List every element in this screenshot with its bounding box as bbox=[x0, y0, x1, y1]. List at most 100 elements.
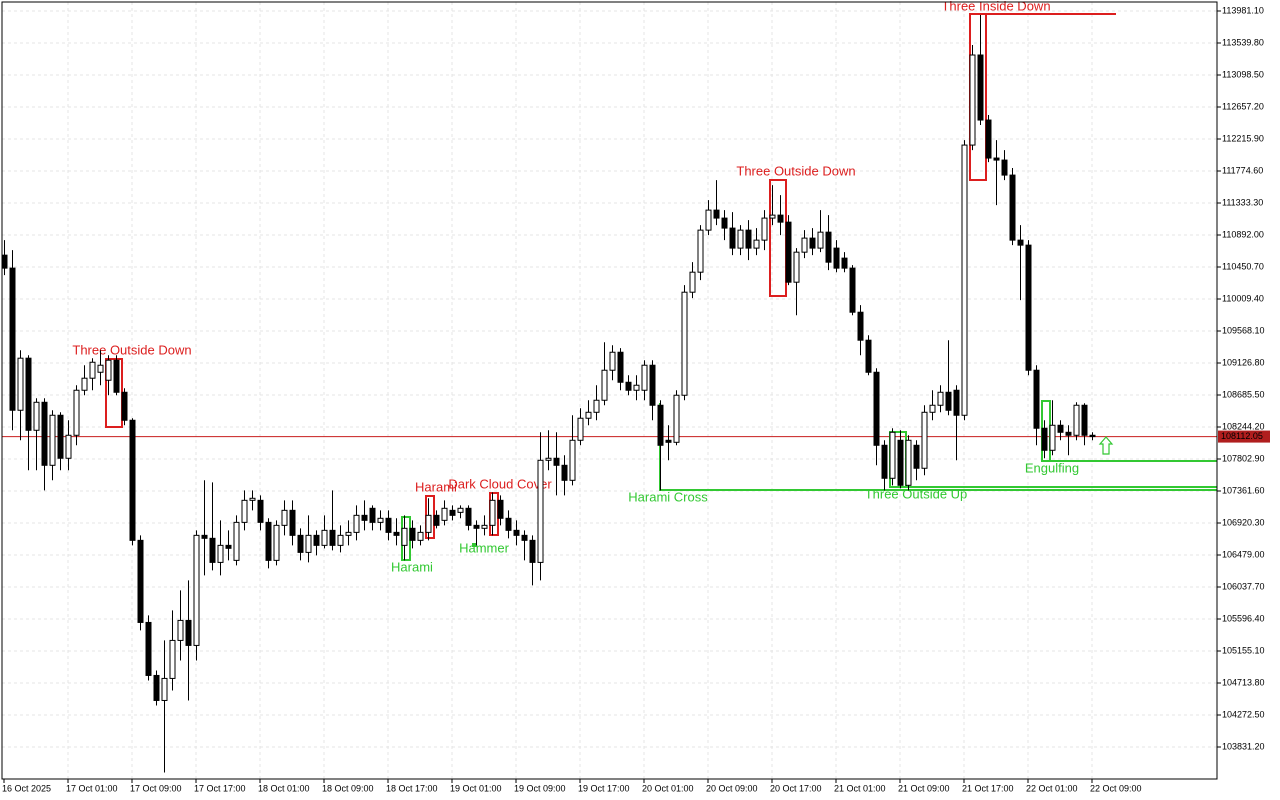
pattern-label: Engulfing bbox=[1025, 460, 1079, 475]
candle-body bbox=[1049, 424, 1056, 451]
candle-body bbox=[577, 417, 584, 441]
candle-body bbox=[913, 444, 920, 469]
candle-body bbox=[929, 404, 936, 413]
candle-body bbox=[265, 521, 272, 561]
y-tick-label: 110009.40 bbox=[1222, 293, 1264, 303]
y-tick-label: 108244.20 bbox=[1222, 421, 1265, 431]
candle-body bbox=[849, 267, 856, 313]
candle-body bbox=[1081, 404, 1088, 436]
candle-body bbox=[313, 534, 320, 546]
y-tick-label: 103831.20 bbox=[1222, 741, 1265, 751]
x-tick-label: 16 Oct 2025 bbox=[2, 783, 51, 793]
candle-body bbox=[177, 619, 184, 641]
candle-body bbox=[769, 214, 776, 219]
candle-body bbox=[1001, 159, 1008, 176]
candle-body bbox=[153, 674, 160, 701]
candle-body bbox=[593, 399, 600, 413]
candle-body bbox=[105, 359, 112, 381]
y-tick-label: 109126.80 bbox=[1222, 357, 1265, 367]
candle-body bbox=[977, 54, 984, 121]
current-price-tag bbox=[1218, 430, 1270, 443]
candle-body bbox=[1065, 431, 1072, 436]
candle-body bbox=[993, 157, 1000, 161]
candle-body bbox=[657, 404, 664, 446]
candle-body bbox=[353, 514, 360, 533]
candle-body bbox=[681, 291, 688, 396]
candle-body bbox=[945, 391, 952, 411]
candle-body bbox=[1073, 404, 1080, 436]
candle-body bbox=[65, 434, 72, 459]
candle-body bbox=[337, 534, 344, 546]
candle-body bbox=[609, 351, 616, 371]
candle-body bbox=[457, 507, 464, 513]
candle-body bbox=[897, 439, 904, 486]
candle-body bbox=[801, 237, 808, 253]
candle-body bbox=[201, 534, 208, 539]
candle-body bbox=[25, 357, 32, 431]
candle-body bbox=[321, 529, 328, 546]
candle-body bbox=[561, 464, 568, 481]
pattern-label: Three Outside Up bbox=[865, 486, 968, 501]
pattern-label: Dark Cloud Cover bbox=[448, 476, 552, 491]
grid bbox=[2, 2, 1217, 779]
y-tick-label: 111333.30 bbox=[1222, 197, 1263, 207]
y-tick-label: 107361.60 bbox=[1222, 485, 1265, 495]
pattern-label: Three Inside Down bbox=[941, 0, 1050, 13]
x-tick-label: 21 Oct 17:00 bbox=[962, 783, 1014, 793]
candle-body bbox=[585, 411, 592, 419]
candle-body bbox=[1, 254, 8, 269]
x-tick-label: 17 Oct 09:00 bbox=[130, 783, 182, 793]
x-tick-label: 17 Oct 01:00 bbox=[66, 783, 118, 793]
candle-body bbox=[1025, 244, 1032, 371]
axes-layer: 113981.10 113539.80 113098.50 112657.20 1122… bbox=[2, 5, 1270, 793]
candle-body bbox=[481, 524, 488, 529]
candle-body bbox=[889, 431, 896, 479]
candle-body bbox=[73, 389, 80, 436]
candle-body bbox=[1033, 369, 1040, 429]
candle-body bbox=[433, 514, 440, 526]
y-tick-label: 104272.50 bbox=[1222, 709, 1265, 719]
pattern-label: Harami Cross bbox=[628, 489, 708, 504]
candle-body bbox=[409, 527, 416, 541]
candle-body bbox=[1089, 434, 1096, 438]
candle-body bbox=[625, 381, 632, 391]
candle-body bbox=[537, 459, 544, 563]
candle-body bbox=[905, 439, 912, 486]
x-tick-label: 19 Oct 17:00 bbox=[578, 783, 630, 793]
candle-body bbox=[129, 419, 136, 541]
candle-body bbox=[649, 364, 656, 406]
candle-body bbox=[417, 531, 424, 541]
candle-body bbox=[57, 414, 64, 459]
candle-body bbox=[441, 507, 448, 521]
candle-body bbox=[473, 524, 480, 529]
candle-body bbox=[985, 119, 992, 159]
candle-body bbox=[425, 514, 432, 533]
candle-body bbox=[81, 377, 88, 391]
y-tick-label: 106037.70 bbox=[1222, 581, 1265, 591]
y-tick-label: 107802.90 bbox=[1222, 453, 1265, 463]
candle-body bbox=[385, 517, 392, 533]
x-tick-label: 20 Oct 09:00 bbox=[706, 783, 758, 793]
x-tick-label: 19 Oct 09:00 bbox=[514, 783, 566, 793]
candle-body bbox=[241, 499, 248, 523]
candle-body bbox=[377, 517, 384, 523]
candle-body bbox=[113, 359, 120, 393]
candle-body bbox=[329, 529, 336, 546]
candle-body bbox=[9, 267, 16, 411]
candle-layer bbox=[1, 14, 1096, 773]
candle-body bbox=[753, 239, 760, 249]
candle-body bbox=[865, 339, 872, 373]
candle-body bbox=[737, 229, 744, 249]
candle-body bbox=[361, 514, 368, 521]
candle-body bbox=[617, 351, 624, 383]
pattern-label: Harami bbox=[415, 479, 457, 494]
candle-body bbox=[785, 221, 792, 283]
candle-body bbox=[489, 499, 496, 526]
candle-body bbox=[713, 209, 720, 219]
candle-body bbox=[41, 401, 48, 466]
candle-body bbox=[777, 214, 784, 223]
y-tick-label: 112215.90 bbox=[1222, 133, 1264, 143]
y-tick-label: 104713.80 bbox=[1222, 677, 1265, 687]
x-tick-label: 21 Oct 09:00 bbox=[898, 783, 950, 793]
